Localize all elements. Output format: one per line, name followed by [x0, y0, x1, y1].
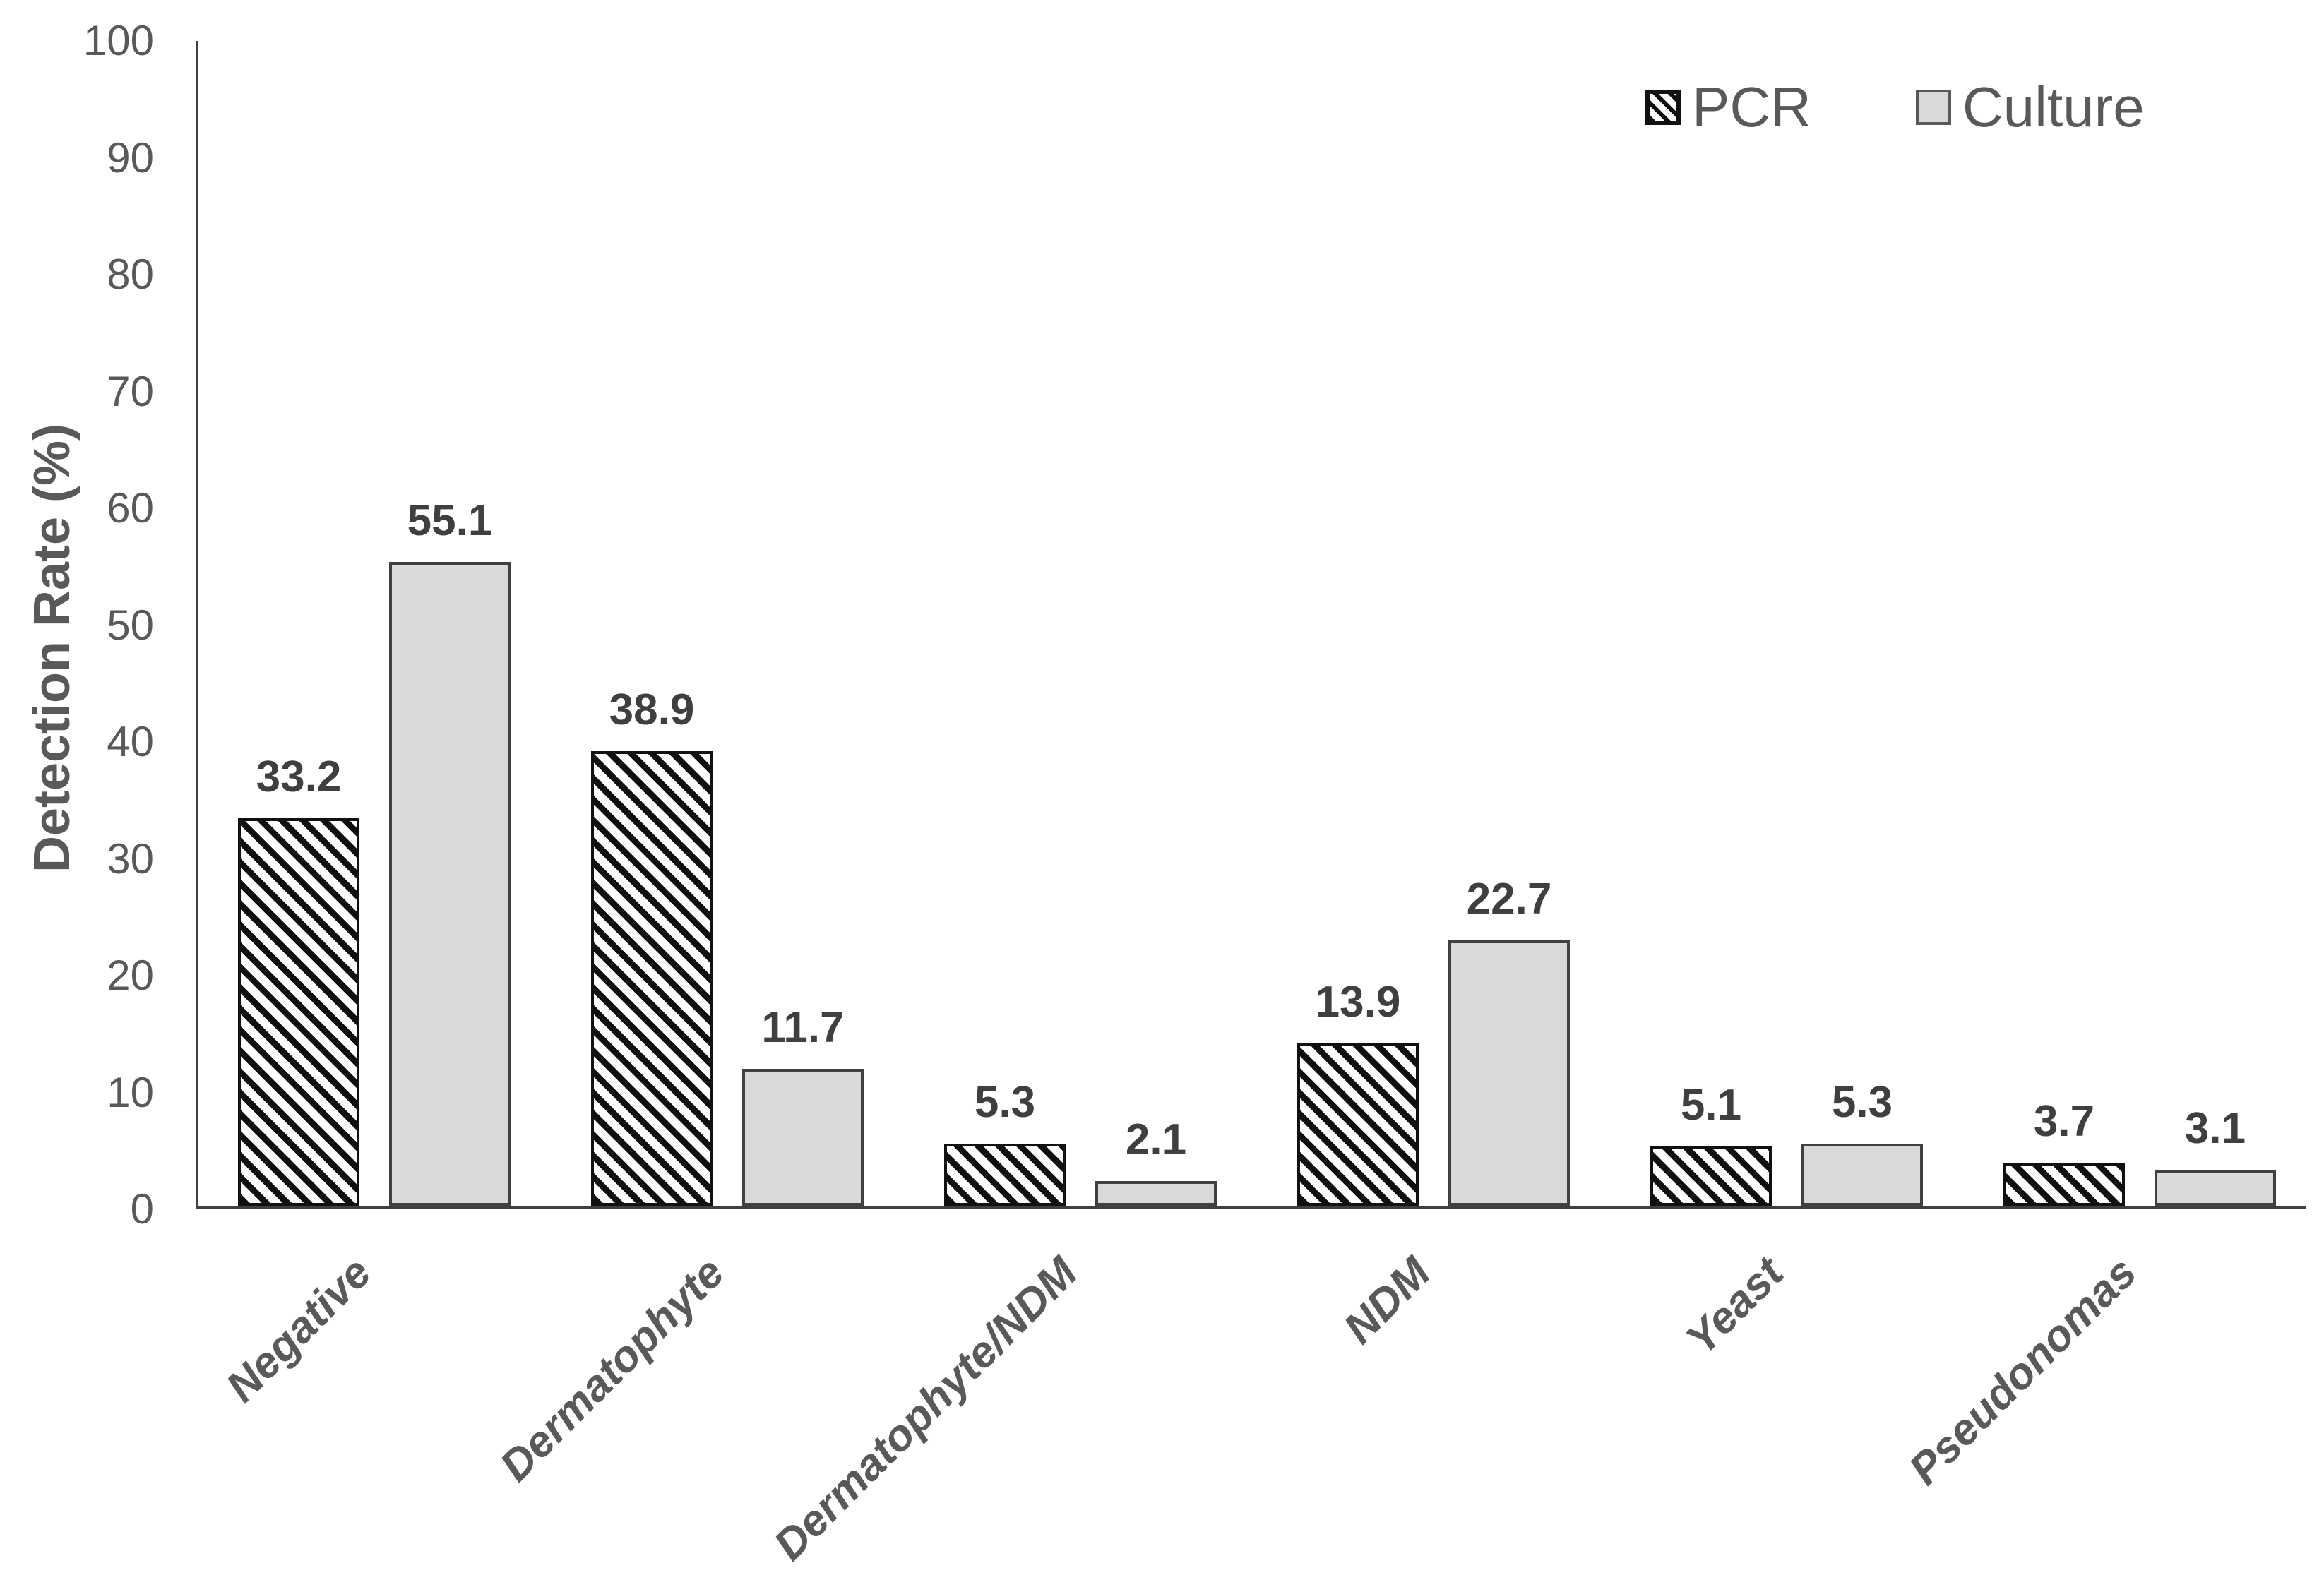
y-tick-label: 60 [107, 484, 154, 532]
value-label: 2.1 [1125, 1115, 1187, 1165]
value-label: 33.2 [256, 752, 342, 801]
legend-label-culture: Culture [1962, 76, 2145, 138]
bar-pcr-dermatophyte [591, 751, 713, 1206]
legend: PCR Culture [1645, 76, 2145, 138]
value-label: 13.9 [1315, 977, 1401, 1026]
pcr-hatch-swatch-icon [1645, 90, 1681, 125]
legend-item-pcr: PCR [1645, 76, 1811, 138]
y-tick-label: 50 [107, 601, 154, 649]
value-label: 22.7 [1466, 875, 1552, 924]
plot-area [196, 41, 2306, 1209]
bar-pcr-pseudonomas [2003, 1162, 2125, 1206]
x-category-label: Dermatophyte [491, 1248, 734, 1491]
legend-label-pcr: PCR [1692, 76, 1811, 138]
value-label: 3.7 [2033, 1096, 2095, 1146]
x-category-label: Pseudonomas [1900, 1248, 2146, 1495]
y-tick-label: 100 [83, 17, 154, 64]
bar-pcr-negative [238, 818, 359, 1206]
x-category-label: Dermatophyte/NDM [765, 1248, 1087, 1570]
x-category-label: Negative [217, 1248, 381, 1412]
value-label: 11.7 [761, 1003, 845, 1053]
value-label: 3.1 [2184, 1103, 2246, 1153]
culture-swatch-icon [1915, 90, 1951, 125]
y-tick-label: 0 [130, 1185, 154, 1233]
y-tick-label: 30 [107, 834, 154, 882]
value-label: 38.9 [609, 685, 695, 735]
y-tick-label: 40 [107, 718, 154, 765]
bar-pcr-dermatophyte-ndm [944, 1144, 1066, 1206]
y-tick-label: 10 [107, 1068, 154, 1116]
value-label: 55.1 [407, 496, 493, 546]
y-tick-label: 90 [107, 133, 154, 181]
bar-pcr-yeast [1650, 1146, 1772, 1206]
x-category-label: NDM [1335, 1248, 1440, 1353]
bar-culture-pseudonomas [2155, 1169, 2276, 1206]
bar-culture-dermatophyte [742, 1069, 864, 1206]
bar-pcr-ndm [1297, 1043, 1419, 1206]
value-label: 5.1 [1680, 1080, 1742, 1130]
y-tick-label: 20 [107, 952, 154, 999]
y-tick-label: 80 [107, 251, 154, 298]
bar-culture-ndm [1448, 940, 1570, 1206]
bar-culture-negative [389, 562, 511, 1206]
value-label: 5.3 [1831, 1078, 1893, 1127]
value-label: 5.3 [974, 1078, 1036, 1127]
y-tick-label: 70 [107, 367, 154, 415]
legend-item-culture: Culture [1915, 76, 2145, 138]
bar-culture-dermatophyte-ndm [1095, 1181, 1217, 1206]
bar-culture-yeast [1801, 1144, 1923, 1206]
x-category-label: Yeast [1676, 1248, 1793, 1365]
